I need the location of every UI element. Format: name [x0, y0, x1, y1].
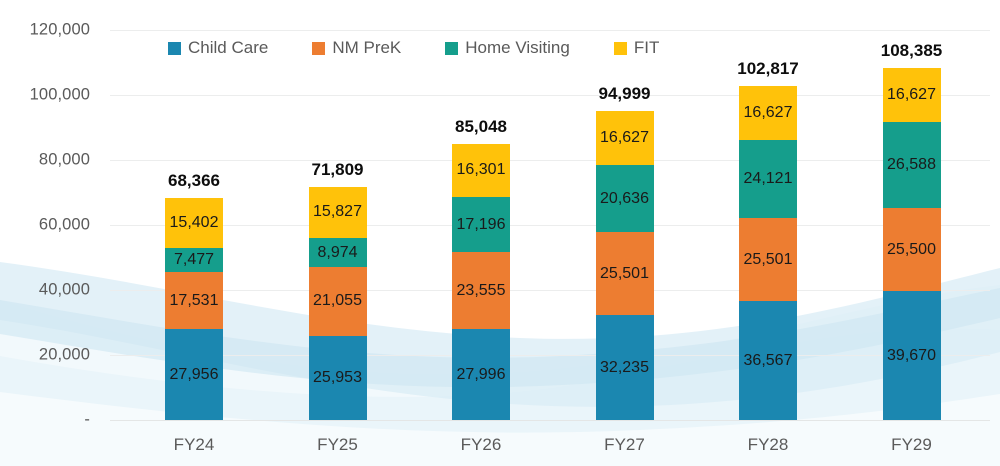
legend-label: Home Visiting	[465, 38, 570, 57]
bar-segment-value-label: 15,402	[169, 213, 219, 231]
bar-segment-nm-prek[interactable]: 25,500	[882, 208, 941, 292]
bar-segment-value-label: 32,235	[600, 358, 649, 376]
bar-segment-child-care[interactable]: 27,996	[452, 329, 510, 420]
bar-stack: 27,996 23,555 17,196 16,301	[452, 143, 510, 420]
bar-segment-home-visiting[interactable]: 7,477	[165, 247, 223, 273]
x-axis-category-label: FY26	[460, 435, 502, 454]
bar-group-fy24[interactable]: 27,956 17,531 7,477 15,402 68,366 FY24	[165, 171, 223, 454]
bar-segment-nm-prek[interactable]: 21,055	[308, 267, 367, 336]
x-axis-category-label: FY24	[173, 435, 215, 454]
bar-group-fy27[interactable]: 32,235 25,501 20,636 16,627 94,999 FY27	[595, 84, 654, 454]
bar-segment-value-label: 15,827	[313, 203, 362, 221]
bar-segment-fit[interactable]: 15,827	[308, 186, 367, 239]
bar-segment-fit[interactable]: 16,627	[595, 111, 654, 166]
y-tick-label: 100,000	[29, 85, 90, 104]
bar-stack: 27,956 17,531 7,477 15,402	[165, 197, 223, 420]
bar-segment-value-label: 17,531	[169, 291, 219, 309]
bar-total-label: 71,809	[311, 159, 364, 179]
legend-item-home-visiting[interactable]: Home Visiting	[445, 38, 570, 58]
bar-total-label: 68,366	[168, 170, 220, 190]
bar-group-fy25[interactable]: 25,953 21,055 8,974 15,827 71,809 FY25	[308, 160, 367, 454]
legend-label: NM PreK	[332, 38, 402, 57]
legend-swatch-icon	[613, 41, 627, 55]
bar-segment-child-care[interactable]: 39,670	[882, 291, 941, 420]
bar-segment-child-care[interactable]: 25,953	[308, 335, 367, 420]
bar-stack: 39,670 25,500 26,588 16,627	[882, 67, 941, 420]
bar-segment-value-label: 25,501	[743, 250, 793, 268]
bar-total-label: 94,999	[598, 84, 651, 104]
bar-segment-nm-prek[interactable]: 25,501	[595, 232, 654, 316]
bar-stack: 36,567 25,501 24,121 16,627	[739, 85, 797, 420]
chart-legend: Child Care NM PreK Home Visiting FIT	[168, 38, 659, 58]
bar-segment-home-visiting[interactable]: 8,974	[308, 238, 367, 268]
bar-segment-value-label: 26,588	[887, 156, 936, 173]
bar-segment-value-label: 36,567	[743, 351, 793, 369]
bar-segment-value-label: 23,555	[456, 281, 506, 299]
bar-segment-value-label: 24,121	[743, 170, 793, 188]
bar-segment-value-label: 20,636	[600, 189, 649, 207]
bar-segment-value-label: 21,055	[313, 292, 362, 310]
legend-swatch-icon	[312, 41, 326, 55]
bar-segment-child-care[interactable]: 36,567	[739, 301, 797, 420]
bar-stack: 25,953 21,055 8,974 15,827	[308, 186, 367, 420]
legend-swatch-icon	[445, 41, 459, 55]
bar-segment-home-visiting[interactable]: 26,588	[882, 121, 941, 209]
bar-segment-home-visiting[interactable]: 17,196	[452, 196, 510, 253]
bar-segment-fit[interactable]: 15,402	[165, 197, 223, 248]
bar-segment-home-visiting[interactable]: 20,636	[595, 165, 654, 233]
bar-segment-value-label: 27,956	[169, 365, 219, 383]
bar-segment-value-label: 16,301	[456, 161, 506, 179]
bar-segment-value-label: 16,627	[887, 85, 936, 103]
bar-segment-fit[interactable]: 16,627	[882, 67, 941, 122]
x-axis-category-label: FY28	[747, 435, 789, 454]
x-axis-category-label: FY29	[891, 435, 932, 454]
bar-segment-value-label: 17,196	[456, 215, 506, 233]
bar-segment-nm-prek[interactable]: 17,531	[165, 272, 223, 330]
bar-total-label: 108,385	[880, 40, 943, 60]
legend-item-child-care[interactable]: Child Care	[168, 38, 268, 58]
bar-total-label: 85,048	[455, 116, 507, 136]
legend-item-nm-prek[interactable]: NM PreK	[312, 38, 401, 58]
legend-item-fit[interactable]: FIT	[613, 38, 660, 58]
bar-segment-nm-prek[interactable]: 23,555	[452, 252, 510, 330]
bar-segment-value-label: 27,996	[456, 365, 506, 383]
y-tick-label: 80,000	[38, 150, 90, 169]
y-tick-label: 120,000	[29, 20, 90, 39]
x-axis-category-label: FY27	[604, 435, 645, 454]
bar-segment-nm-prek[interactable]: 25,501	[739, 218, 797, 302]
bar-segment-value-label: 16,627	[743, 103, 793, 121]
legend-swatch-icon	[168, 41, 181, 55]
bar-segment-fit[interactable]: 16,627	[739, 85, 797, 140]
x-axis-category-label: FY25	[317, 435, 358, 454]
bar-segment-value-label: 25,501	[600, 264, 649, 282]
y-tick-label: 60,000	[38, 215, 90, 234]
bar-group-fy28[interactable]: 36,567 25,501 24,121 16,627 102,817 FY28	[737, 59, 798, 454]
bar-segment-value-label: 25,500	[887, 240, 936, 258]
bar-segment-value-label: 16,627	[600, 129, 649, 147]
legend-label: Child Care	[188, 38, 269, 57]
bar-segment-child-care[interactable]: 32,235	[595, 315, 654, 420]
bar-group-fy26[interactable]: 27,996 23,555 17,196 16,301 85,048 FY26	[452, 117, 510, 454]
bar-segment-value-label: 8,974	[317, 243, 358, 261]
bar-group-fy29[interactable]: 39,670 25,500 26,588 16,627 108,385 FY29	[881, 41, 942, 454]
bar-segment-value-label: 25,953	[313, 368, 362, 386]
bar-segment-value-label: 39,670	[887, 346, 936, 364]
bar-total-label: 102,817	[737, 58, 799, 78]
bar-segment-fit[interactable]: 16,301	[452, 143, 510, 197]
bar-segment-home-visiting[interactable]: 24,121	[739, 139, 797, 219]
bar-stack: 32,235 25,501 20,636 16,627	[595, 111, 654, 420]
bar-segment-child-care[interactable]: 27,956	[165, 329, 223, 420]
bar-segment-value-label: 7,477	[173, 251, 215, 269]
legend-label: FIT	[633, 38, 660, 57]
